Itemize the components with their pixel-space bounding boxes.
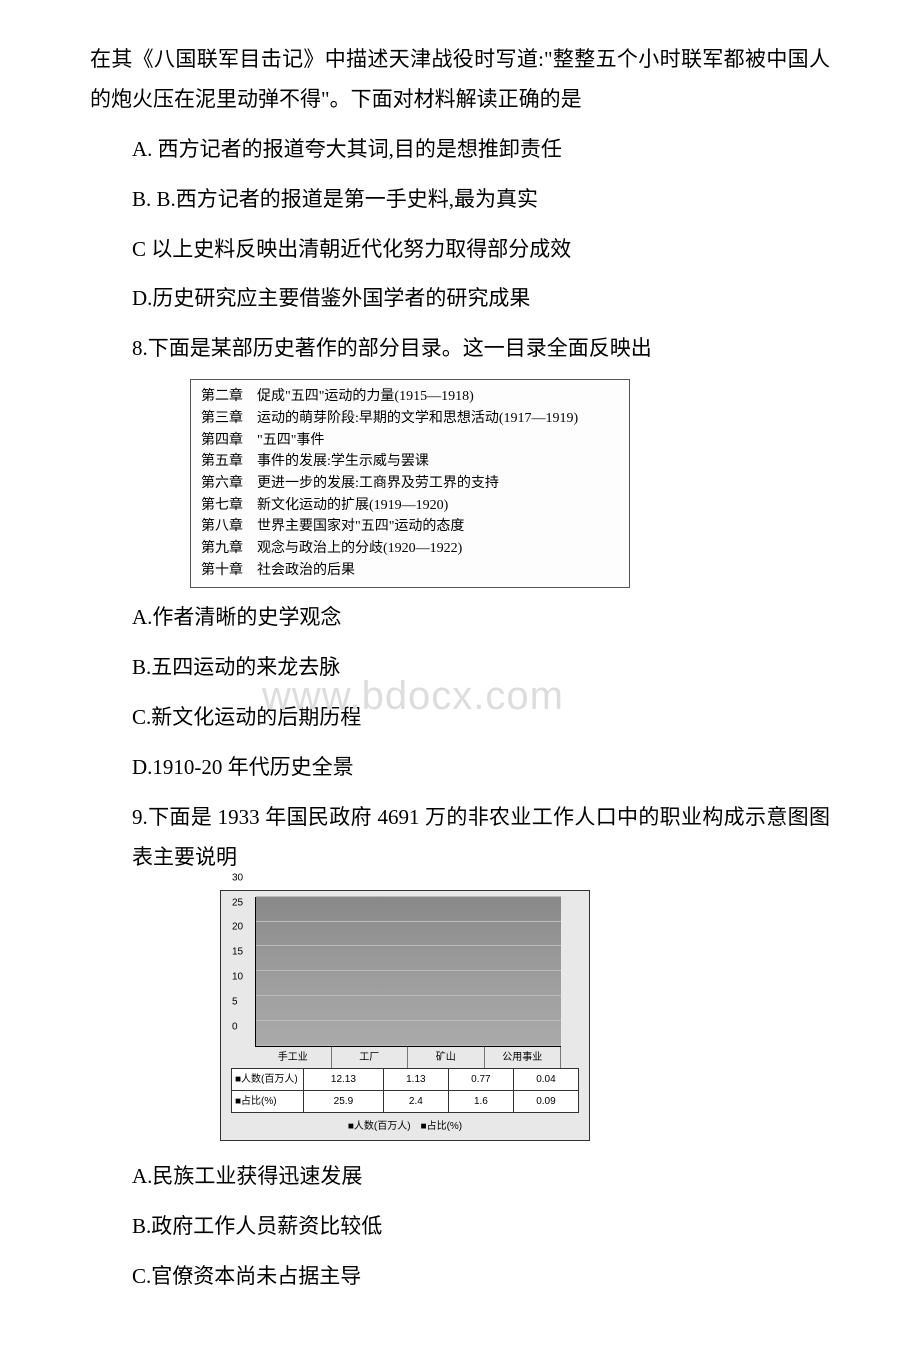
q9-option-c: C.官僚资本尚未占据主导 <box>132 1257 830 1297</box>
q9-intro: 9.下面是 1933 年国民政府 4691 万的非农业工作人口中的职业构成示意图… <box>132 798 830 878</box>
chart-plot-area: 051015202530 <box>255 897 561 1047</box>
q7-option-c: C 以上史料反映出清朝近代化努力取得部分成效 <box>132 230 830 270</box>
toc-row: 第九章 观念与政治上的分歧(1920—1922) <box>201 538 619 560</box>
chart-xlabels: 手工业工厂矿山公用事业 <box>255 1047 561 1068</box>
q8-option-c: C.新文化运动的后期历程 <box>132 698 830 738</box>
legend-text: ■人数(百万人) ■占比(%) <box>348 1121 462 1132</box>
chart-legend: ■人数(百万人) ■占比(%) <box>221 1115 589 1140</box>
q9-option-a: A.民族工业获得迅速发展 <box>132 1157 830 1197</box>
toc-row: 第八章 世界主要国家对"五四"运动的态度 <box>201 516 619 538</box>
q7-option-d: D.历史研究应主要借鉴外国学者的研究成果 <box>132 279 830 319</box>
toc-row: 第七章 新文化运动的扩展(1919—1920) <box>201 495 619 517</box>
toc-row: 第六章 更进一步的发展:工商界及劳工界的支持 <box>201 473 619 495</box>
toc-row: 第三章 运动的萌芽阶段:早期的文学和思想活动(1917—1919) <box>201 408 619 430</box>
q8-option-a: A.作者清晰的史学观念 <box>132 598 830 638</box>
q9-option-b: B.政府工作人员薪资比较低 <box>132 1207 830 1247</box>
q8-intro: 8.下面是某部历史著作的部分目录。这一目录全面反映出 <box>132 329 830 369</box>
q7-option-b: B. B.西方记者的报道是第一手史料,最为真实 <box>132 180 830 220</box>
chart-data-table: ■人数(百万人)12.131.130.770.04■占比(%)25.92.41.… <box>231 1068 579 1113</box>
q8-option-d: D.1910-20 年代历史全景 <box>132 748 830 788</box>
q9-chart: 051015202530 手工业工厂矿山公用事业 ■人数(百万人)12.131.… <box>220 890 590 1141</box>
q7-option-a: A. 西方记者的报道夸大其词,目的是想推卸责任 <box>132 130 830 170</box>
toc-row: 第十章 社会政治的后果 <box>201 560 619 582</box>
toc-row: 第二章 促成"五四"运动的力量(1915—1918) <box>201 386 619 408</box>
q7-intro: 在其《八国联军目击记》中描述天津战役时写道:"整整五个小时联军都被中国人的炮火压… <box>90 40 830 120</box>
toc-row: 第五章 事件的发展:学生示威与罢课 <box>201 451 619 473</box>
q8-option-b: B.五四运动的来龙去脉 <box>132 655 340 679</box>
q8-toc-box: 第二章 促成"五四"运动的力量(1915—1918) 第三章 运动的萌芽阶段:早… <box>190 379 630 588</box>
q8-option-b-wrap: www.bdocx.com B.五四运动的来龙去脉 <box>132 648 830 688</box>
toc-row: 第四章 "五四"事件 <box>201 430 619 452</box>
